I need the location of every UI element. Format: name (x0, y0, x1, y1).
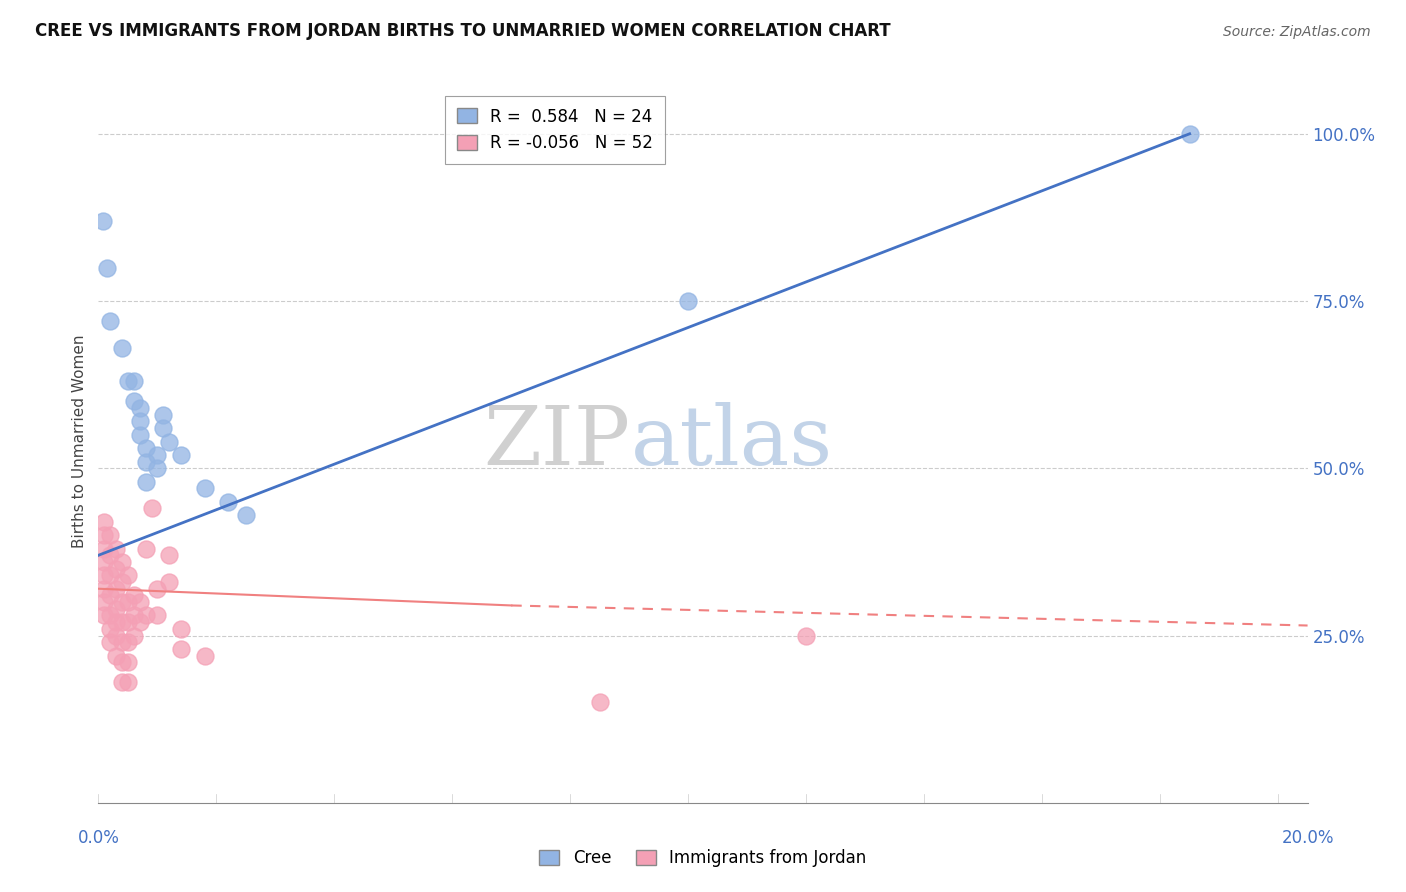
Point (152, 421, 174, 435)
Point (589, 696, 612, 710)
Point (170, 642, 193, 657)
Point (93, 515, 115, 529)
Point (128, 615, 150, 630)
Text: ZIP: ZIP (484, 401, 630, 482)
Point (117, 375, 139, 389)
Point (111, 635, 134, 649)
Point (111, 341, 134, 355)
Point (117, 568, 139, 582)
Point (122, 375, 145, 389)
Point (98, 528, 121, 542)
Text: atlas: atlas (630, 401, 832, 482)
Point (135, 475, 157, 489)
Point (91, 214, 114, 228)
Point (135, 455, 157, 469)
Point (105, 628, 128, 642)
Point (146, 608, 169, 623)
Point (111, 555, 134, 569)
Point (111, 595, 134, 609)
Point (98, 314, 121, 328)
Point (128, 595, 150, 609)
Text: Source: ZipAtlas.com: Source: ZipAtlas.com (1223, 25, 1371, 38)
Point (146, 582, 169, 596)
Point (122, 589, 145, 603)
Point (146, 448, 169, 462)
Point (117, 635, 139, 649)
Point (105, 602, 128, 616)
Point (794, 628, 817, 642)
Point (111, 655, 134, 669)
Point (105, 648, 128, 663)
Point (170, 622, 193, 636)
Point (98, 548, 121, 563)
Point (135, 541, 157, 556)
Point (128, 414, 150, 429)
Point (98, 568, 121, 582)
Point (217, 494, 239, 508)
Point (146, 461, 169, 475)
Point (235, 508, 257, 523)
Text: 0.0%: 0.0% (77, 829, 120, 847)
Point (117, 595, 139, 609)
Text: CREE VS IMMIGRANTS FROM JORDAN BIRTHS TO UNMARRIED WOMEN CORRELATION CHART: CREE VS IMMIGRANTS FROM JORDAN BIRTHS TO… (35, 21, 891, 39)
Point (194, 648, 217, 663)
Point (111, 615, 134, 630)
Point (93, 528, 115, 542)
Point (105, 562, 128, 576)
Point (105, 541, 128, 556)
Point (141, 501, 163, 516)
Point (93, 555, 115, 569)
Point (98, 622, 121, 636)
Point (157, 575, 180, 590)
Point (128, 401, 150, 416)
Point (122, 628, 145, 642)
Point (93, 568, 115, 582)
Point (135, 608, 157, 623)
Legend: Cree, Immigrants from Jordan: Cree, Immigrants from Jordan (533, 843, 873, 874)
Point (98, 608, 121, 623)
Point (93, 608, 115, 623)
Point (194, 482, 217, 496)
Point (98, 589, 121, 603)
Point (117, 655, 139, 669)
Point (111, 575, 134, 590)
Point (111, 675, 134, 690)
Point (105, 615, 128, 630)
Point (135, 442, 157, 455)
Point (128, 427, 150, 442)
Point (1178, 127, 1201, 141)
Point (170, 448, 193, 462)
Point (117, 675, 139, 690)
Point (678, 294, 700, 309)
Point (157, 548, 180, 563)
Point (93, 582, 115, 596)
Point (96, 260, 118, 275)
Text: 20.0%: 20.0% (1281, 829, 1334, 847)
Point (98, 635, 121, 649)
Point (122, 608, 145, 623)
Y-axis label: Births to Unmarried Women: Births to Unmarried Women (72, 334, 87, 549)
Point (93, 541, 115, 556)
Point (122, 394, 145, 409)
Point (93, 595, 115, 609)
Point (105, 582, 128, 596)
Point (117, 615, 139, 630)
Point (152, 408, 174, 422)
Point (157, 434, 180, 449)
